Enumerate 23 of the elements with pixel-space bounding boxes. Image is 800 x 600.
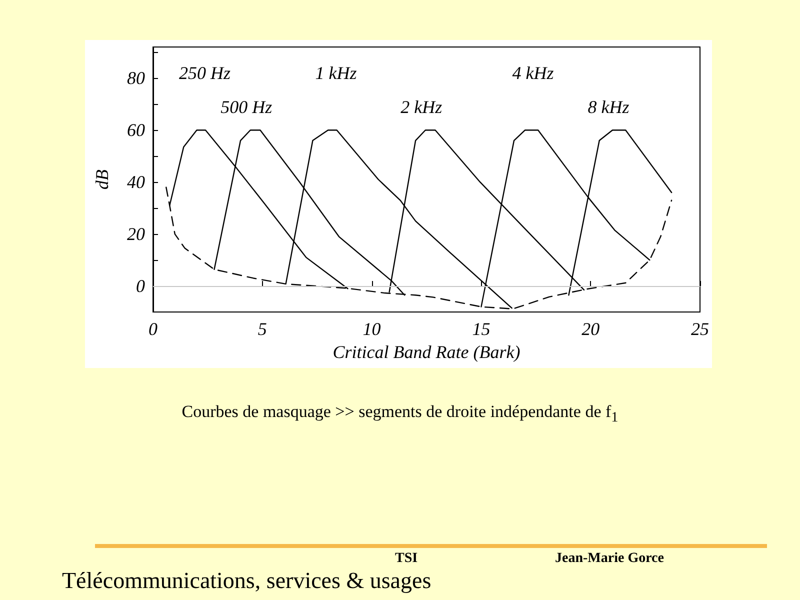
y-tick-label: 60 <box>127 120 145 140</box>
series-label: 500 Hz <box>220 97 272 118</box>
x-tick-label: 25 <box>691 319 709 339</box>
text: Télécommunications, services & usages <box>62 568 432 594</box>
text: 250 Hz <box>179 63 231 84</box>
y-tick-label: 0 <box>136 276 145 296</box>
text: 1 kHz <box>315 63 357 84</box>
x-tick-label: 5 <box>258 319 267 339</box>
y-tick-label: 40 <box>127 172 145 192</box>
x-tick-label: 10 <box>362 319 381 339</box>
x-axis-title: Critical Band Rate (Bark) <box>332 342 520 362</box>
text: TSI <box>395 551 418 567</box>
text: Jean-Marie Gorce <box>555 551 664 567</box>
text: Courbes de masquage >> segments de droite indépendante de f$_{1}$ <box>180 402 620 426</box>
x-tick-label: 15 <box>472 319 490 339</box>
x-tick-label: 0 <box>148 319 158 339</box>
x-tick-label: 20 <box>582 319 600 339</box>
y-tick-label: 20 <box>127 224 145 244</box>
y-tick-label: 80 <box>127 68 145 88</box>
text: 4 kHz <box>512 63 554 84</box>
y-axis-title: dB <box>92 170 112 190</box>
series-label: 8 kHz <box>588 97 630 118</box>
series-label: 2 kHz <box>400 97 442 118</box>
